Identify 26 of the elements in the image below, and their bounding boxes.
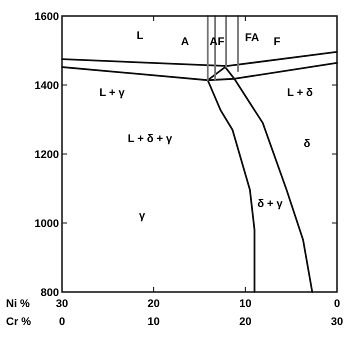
annotation: L + δ (287, 87, 314, 99)
y-tick-label: 1000 (34, 218, 59, 230)
y-tick-label: 1600 (34, 11, 59, 23)
x2-tick-label: 0 (334, 298, 340, 310)
annotation: A (181, 36, 190, 48)
x-tick-label: 30 (330, 316, 344, 328)
annotation: δ + γ (257, 198, 284, 210)
y-tick-label: 1200 (34, 149, 59, 161)
y-tick-label: 1400 (34, 80, 59, 92)
annotation: L + δ + γ (128, 133, 174, 145)
x2-axis-title: Ni % (6, 298, 30, 310)
x-tick-label: 10 (148, 316, 160, 328)
annotation: L + γ (99, 87, 126, 99)
annotation: FA (244, 32, 260, 44)
annotation: AF (210, 36, 225, 48)
x2-tick-label: 10 (239, 298, 252, 310)
x2-tick-label: 20 (148, 298, 160, 310)
y-tick-label: 800 (40, 287, 59, 299)
annotation: F (274, 36, 281, 48)
annotation: δ (304, 138, 311, 150)
annotation: γ (138, 210, 146, 222)
x-tick-label: 20 (239, 316, 252, 328)
x-tick-label: 0 (58, 316, 66, 328)
x-axis-title: Cr % (6, 316, 32, 328)
x2-tick-label: 30 (56, 298, 68, 310)
annotation: L (136, 30, 144, 42)
